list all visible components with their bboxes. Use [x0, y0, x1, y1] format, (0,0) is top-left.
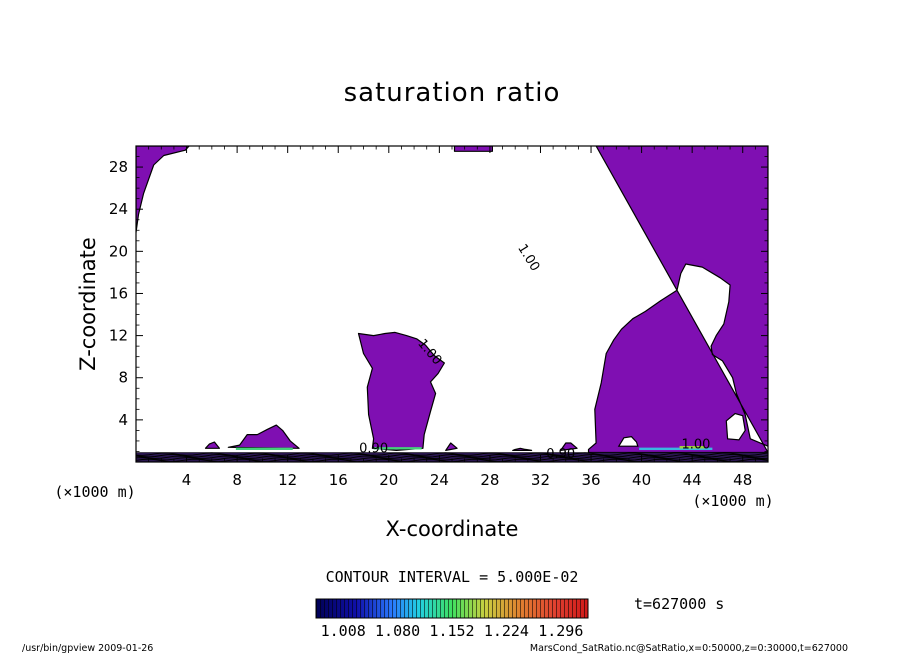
- surface-contour-lines: [136, 446, 768, 462]
- x-tick-label: 24: [430, 471, 449, 489]
- y-axis-ticks: 4 8 12 16 20 24 28: [109, 156, 768, 452]
- x-axis-ticks: 4 8 12 16 20 24 28 32 36 40 44 48: [148, 146, 756, 489]
- region-left-column: [357, 331, 445, 451]
- region-bump-10km: [227, 424, 300, 449]
- y-tick-label: 16: [109, 284, 128, 302]
- colorbar-tick-label: 1.008: [321, 622, 366, 640]
- contour-interval-text: CONTOUR INTERVAL = 5.000E-02: [326, 568, 579, 586]
- x-tick-label: 44: [683, 471, 702, 489]
- colorbar-tick-label: 1.224: [484, 622, 529, 640]
- contour-label: 0.90: [546, 447, 575, 462]
- colorbar-frame: [315, 598, 589, 619]
- x-tick-label: 40: [632, 471, 651, 489]
- y-tick-label: 20: [109, 242, 128, 260]
- x-axis-label: X-coordinate: [386, 517, 519, 541]
- x-tick-label: 48: [733, 471, 752, 489]
- region-bump-6km: [204, 441, 220, 449]
- x-tick-label: 16: [329, 471, 348, 489]
- contour-label: 0.90: [359, 442, 388, 457]
- colorbar-stripes: [316, 599, 588, 618]
- plot-area: 1.001.001.000.90 0.90: [136, 146, 768, 462]
- chart-title: saturation ratio: [344, 78, 561, 108]
- hole-47km: [725, 412, 746, 441]
- x-tick-label: 4: [182, 471, 192, 489]
- region-top-sliver: [453, 146, 493, 152]
- x-tick-label: 12: [278, 471, 297, 489]
- x-tick-label: 32: [531, 471, 550, 489]
- y-tick-label: 12: [109, 327, 128, 345]
- y-tick-label: 4: [118, 411, 128, 429]
- region-bump-25km: [445, 442, 458, 451]
- surface-contour-line: [136, 452, 768, 456]
- y-axis-label: Z-coordinate: [76, 237, 100, 371]
- z-unit-label: (×1000 m): [54, 483, 135, 501]
- y-tick-label: 24: [109, 200, 128, 218]
- x-tick-label: 36: [581, 471, 600, 489]
- footer-left: /usr/bin/gpview 2009-01-26: [22, 643, 153, 654]
- colorbar-tick-labels: 1.008 1.080 1.152 1.224 1.296: [321, 622, 584, 640]
- region-upper-left-wedge: [136, 146, 190, 233]
- colorbar-tick-label: 1.296: [538, 622, 583, 640]
- colorbar-tick-label: 1.152: [429, 622, 474, 640]
- hole-38km: [617, 436, 639, 447]
- x-tick-label: 28: [480, 471, 499, 489]
- surface-contour-line: [136, 455, 768, 459]
- footer-right: MarsCond_SatRatio.nc@SatRatio,x=0:50000,…: [530, 643, 848, 654]
- time-label: t=627000 s: [634, 595, 724, 613]
- contour-label: 1.00: [681, 437, 710, 452]
- surface-contour-line: [136, 453, 768, 458]
- region-right-cloud: [587, 146, 768, 454]
- x-tick-label: 20: [379, 471, 398, 489]
- region-bump-31km: [512, 447, 533, 451]
- x-unit-label: (×1000 m): [692, 492, 773, 510]
- y-tick-label: 8: [118, 369, 128, 387]
- y-tick-label: 28: [109, 158, 128, 176]
- colorbar-tick-label: 1.080: [375, 622, 420, 640]
- x-tick-label: 8: [232, 471, 242, 489]
- region-bump-34km: [560, 442, 578, 451]
- colorbar: 1.008 1.080 1.152 1.224 1.296: [315, 598, 589, 640]
